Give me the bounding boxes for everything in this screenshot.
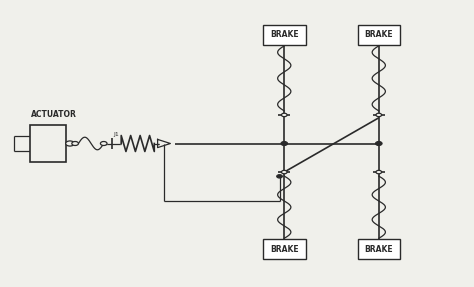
Text: BRAKE: BRAKE <box>270 245 299 254</box>
Circle shape <box>100 141 107 146</box>
FancyBboxPatch shape <box>357 239 400 259</box>
FancyBboxPatch shape <box>263 25 306 45</box>
Text: J1: J1 <box>113 132 119 137</box>
Text: BRAKE: BRAKE <box>365 30 393 40</box>
Circle shape <box>282 113 287 117</box>
Text: BRAKE: BRAKE <box>365 245 393 254</box>
Circle shape <box>277 174 283 178</box>
Circle shape <box>72 141 78 146</box>
FancyBboxPatch shape <box>263 239 306 259</box>
Circle shape <box>376 170 382 174</box>
FancyBboxPatch shape <box>357 25 400 45</box>
Circle shape <box>375 141 382 146</box>
Circle shape <box>66 141 74 146</box>
Circle shape <box>376 113 382 117</box>
FancyBboxPatch shape <box>30 125 66 162</box>
Text: ACTUATOR: ACTUATOR <box>31 110 77 119</box>
Circle shape <box>281 141 288 146</box>
Text: BRAKE: BRAKE <box>270 30 299 40</box>
Circle shape <box>282 170 287 174</box>
